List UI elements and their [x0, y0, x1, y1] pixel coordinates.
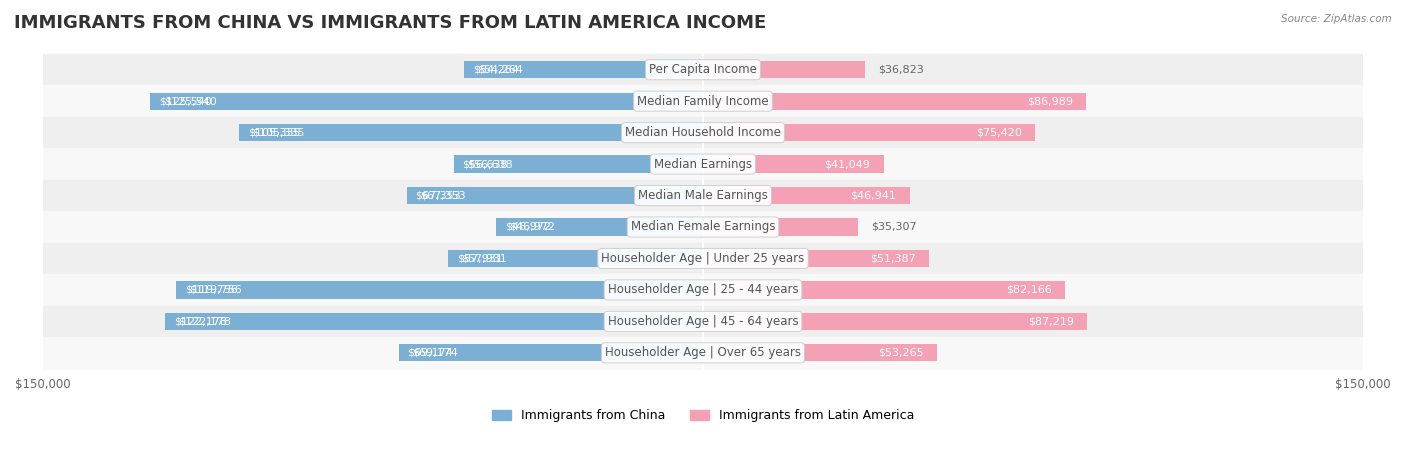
Bar — [150, 92, 703, 110]
Bar — [166, 313, 703, 330]
Text: Median Earnings: Median Earnings — [654, 157, 752, 170]
Text: $56,638: $56,638 — [463, 159, 508, 169]
Text: Householder Age | Over 65 years: Householder Age | Over 65 years — [605, 347, 801, 359]
Text: $35,307: $35,307 — [872, 222, 917, 232]
Bar — [42, 274, 1364, 305]
Text: $51,387: $51,387 — [870, 254, 915, 263]
Text: $122,178: $122,178 — [179, 316, 232, 326]
Text: $125,540: $125,540 — [159, 96, 212, 106]
Text: Median Family Income: Median Family Income — [637, 95, 769, 108]
Bar — [703, 313, 1087, 330]
Text: $87,219: $87,219 — [1028, 316, 1074, 326]
Text: $69,174: $69,174 — [408, 348, 453, 358]
Text: $56,638: $56,638 — [467, 159, 513, 169]
Bar — [703, 219, 859, 236]
Text: Median Household Income: Median Household Income — [626, 126, 780, 139]
Bar — [42, 117, 1364, 149]
Text: $105,335: $105,335 — [249, 127, 301, 138]
Bar — [42, 305, 1364, 337]
Bar — [42, 337, 1364, 368]
Bar — [42, 211, 1364, 243]
Bar — [42, 149, 1364, 180]
Text: $57,931: $57,931 — [461, 254, 508, 263]
Bar — [703, 124, 1035, 142]
Bar — [42, 54, 1364, 85]
Text: $119,756: $119,756 — [184, 285, 238, 295]
Text: $125,540: $125,540 — [163, 96, 217, 106]
Text: $46,941: $46,941 — [851, 191, 897, 200]
Bar — [703, 250, 929, 267]
Bar — [406, 187, 703, 204]
Text: $69,174: $69,174 — [412, 348, 457, 358]
Bar — [454, 156, 703, 173]
Text: $67,353: $67,353 — [420, 191, 465, 200]
Text: $82,166: $82,166 — [1005, 285, 1052, 295]
Bar — [703, 187, 910, 204]
Bar — [42, 180, 1364, 211]
Text: Source: ZipAtlas.com: Source: ZipAtlas.com — [1281, 14, 1392, 24]
Text: $67,353: $67,353 — [415, 191, 461, 200]
Legend: Immigrants from China, Immigrants from Latin America: Immigrants from China, Immigrants from L… — [486, 404, 920, 427]
Bar — [703, 92, 1085, 110]
Text: $53,265: $53,265 — [879, 348, 924, 358]
Text: $57,931: $57,931 — [457, 254, 502, 263]
Bar — [398, 344, 703, 361]
Bar — [449, 250, 703, 267]
Bar — [703, 156, 883, 173]
Text: Householder Age | Under 25 years: Householder Age | Under 25 years — [602, 252, 804, 265]
Text: $75,420: $75,420 — [976, 127, 1022, 138]
Bar — [42, 85, 1364, 117]
Text: $46,972: $46,972 — [505, 222, 551, 232]
Text: $122,178: $122,178 — [174, 316, 226, 326]
Text: $46,972: $46,972 — [509, 222, 555, 232]
Text: $105,335: $105,335 — [253, 127, 305, 138]
Text: $36,823: $36,823 — [879, 65, 924, 75]
Bar — [42, 243, 1364, 274]
Bar — [464, 61, 703, 78]
Text: IMMIGRANTS FROM CHINA VS IMMIGRANTS FROM LATIN AMERICA INCOME: IMMIGRANTS FROM CHINA VS IMMIGRANTS FROM… — [14, 14, 766, 32]
Text: Per Capita Income: Per Capita Income — [650, 63, 756, 76]
Text: Householder Age | 25 - 44 years: Householder Age | 25 - 44 years — [607, 283, 799, 297]
Text: $41,049: $41,049 — [824, 159, 870, 169]
Text: $86,989: $86,989 — [1026, 96, 1073, 106]
Text: $119,756: $119,756 — [190, 285, 242, 295]
Bar — [239, 124, 703, 142]
Text: Householder Age | 45 - 64 years: Householder Age | 45 - 64 years — [607, 315, 799, 328]
Bar — [496, 219, 703, 236]
Bar — [703, 344, 938, 361]
Text: Median Female Earnings: Median Female Earnings — [631, 220, 775, 234]
Text: $54,264: $54,264 — [478, 65, 523, 75]
Text: $54,264: $54,264 — [472, 65, 519, 75]
Bar — [176, 281, 703, 298]
Text: Median Male Earnings: Median Male Earnings — [638, 189, 768, 202]
Bar — [703, 61, 865, 78]
Bar — [703, 281, 1064, 298]
